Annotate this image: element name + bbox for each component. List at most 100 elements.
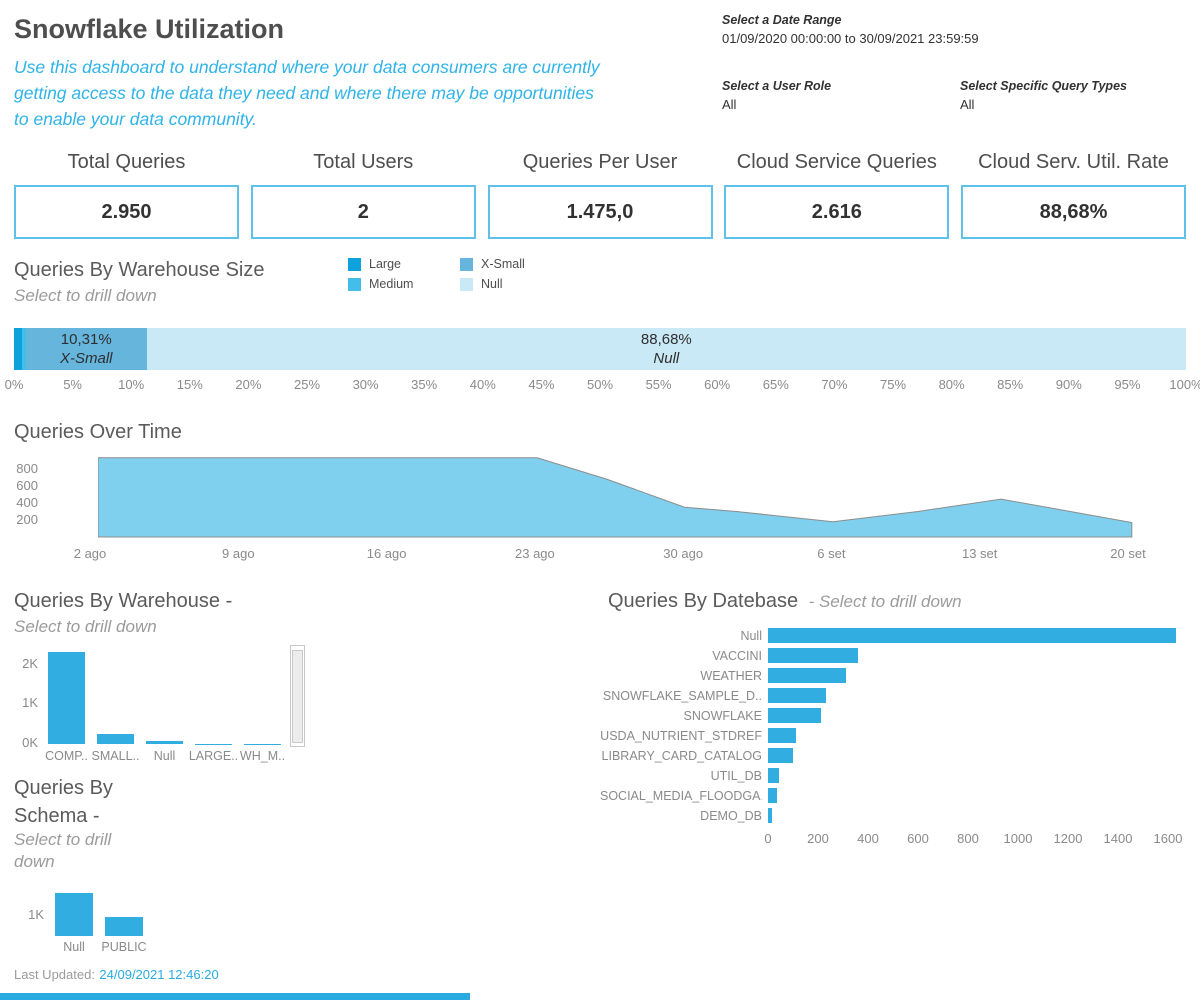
hbar-row-null: Null bbox=[600, 626, 1190, 646]
percent-axis-tick: 20% bbox=[235, 377, 262, 392]
warehouse-size-title: Queries By Warehouse Size bbox=[14, 259, 265, 281]
kpi-card-queries-per-user: Queries Per User 1.475,0 bbox=[487, 151, 713, 239]
hbar-bar-social-media-floodga[interactable] bbox=[768, 788, 777, 803]
x-tick-public: PUBLIC bbox=[101, 940, 147, 954]
legend-item-large[interactable]: Large bbox=[348, 256, 401, 272]
area-polygon[interactable] bbox=[97, 457, 1133, 538]
area-x-tick: 20 set bbox=[1110, 546, 1146, 561]
warehouse-size-stacked-bar[interactable]: 10,31% X-Small 88,68% Null bbox=[14, 328, 1186, 370]
percent-axis-tick: 55% bbox=[645, 377, 672, 392]
bar-segment-medium[interactable] bbox=[21, 328, 26, 370]
percent-axis-tick: 25% bbox=[293, 377, 321, 392]
bar-segment-large[interactable] bbox=[14, 328, 22, 370]
legend-label: X-Small bbox=[481, 257, 525, 271]
legend-item-null[interactable]: Null bbox=[460, 276, 503, 292]
hbar-label: SNOWFLAKE_SAMPLE_D.. bbox=[602, 689, 762, 703]
hbar-label: DEMO_DB bbox=[700, 809, 762, 823]
hbar-row-demo-db: DEMO_DB bbox=[600, 806, 1190, 826]
hbar-label: WEATHER bbox=[700, 669, 762, 683]
user-role-value[interactable]: All bbox=[722, 97, 737, 112]
hbar-label: VACCINI bbox=[712, 649, 762, 663]
area-y-tick: 600 bbox=[16, 477, 38, 493]
legend-item-x-small[interactable]: X-Small bbox=[460, 256, 525, 272]
last-updated: Last Updated: 24/09/2021 12:46:20 bbox=[14, 966, 219, 984]
bar-null[interactable] bbox=[55, 892, 93, 936]
percent-axis-tick: 40% bbox=[469, 377, 496, 392]
hbar-row-vaccini: VACCINI bbox=[600, 646, 1190, 666]
query-types-filter[interactable]: Select Specific Query Types All bbox=[960, 79, 1127, 112]
segment-value: 88,68% bbox=[640, 331, 692, 348]
schema-bar-chart bbox=[55, 884, 175, 936]
warehouse-scrollbar[interactable] bbox=[290, 645, 305, 747]
user-role-filter[interactable]: Select a User Role All bbox=[722, 79, 831, 112]
legend-swatch-x-small bbox=[460, 257, 473, 271]
hbar-bar-snowflake[interactable] bbox=[768, 708, 821, 723]
segment-name: Null bbox=[653, 350, 680, 367]
kpi-value-box: 2.950 bbox=[14, 185, 239, 239]
warehouse-title: Queries By Warehouse - bbox=[14, 590, 233, 612]
segment-value: 10,31% bbox=[60, 331, 112, 348]
bar-null[interactable] bbox=[146, 741, 183, 744]
hbar-row-weather: WEATHER bbox=[600, 666, 1190, 686]
kpi-value-box: 2.616 bbox=[724, 185, 950, 239]
area-series[interactable] bbox=[97, 451, 1136, 538]
over-time-area-chart[interactable] bbox=[97, 451, 1136, 538]
hbar-label: LIBRARY_CARD_CATALOG bbox=[601, 749, 762, 763]
bar-segment-null[interactable] bbox=[146, 328, 1186, 370]
segment-name: X-Small bbox=[59, 350, 113, 367]
query-types-value[interactable]: All bbox=[960, 97, 975, 112]
page-subtitle: Use this dashboard to understand where y… bbox=[14, 57, 600, 129]
percent-axis-tick: 80% bbox=[938, 377, 965, 392]
warehouse-scrollbar-thumb[interactable] bbox=[292, 650, 303, 743]
bar-comp[interactable] bbox=[48, 652, 85, 744]
bar-public[interactable] bbox=[105, 916, 143, 936]
x-tick-wh-m: WH_M.. bbox=[239, 749, 286, 763]
hbar-row-util-db: UTIL_DB bbox=[600, 766, 1190, 786]
user-role-label: Select a User Role bbox=[722, 79, 832, 93]
hbar-bar-util-db[interactable] bbox=[768, 768, 780, 783]
x-tick-null: Null bbox=[63, 940, 85, 954]
area-x-tick: 9 ago bbox=[222, 546, 255, 561]
legend-item-medium[interactable]: Medium bbox=[348, 276, 413, 292]
warehouse-subtitle: Select to drill down bbox=[14, 617, 157, 636]
hbar-bar-weather[interactable] bbox=[768, 668, 846, 683]
hbar-bar-snowflake-sample-d[interactable] bbox=[768, 688, 826, 703]
legend-swatch-large bbox=[348, 257, 361, 271]
hbar-bar-demo-db[interactable] bbox=[768, 808, 772, 823]
schema-title: Queries By Schema - bbox=[14, 777, 113, 827]
kpi-value: 2.950 bbox=[101, 200, 152, 223]
area-y-tick: 400 bbox=[16, 494, 38, 510]
hbar-bar-vaccini[interactable] bbox=[768, 648, 858, 663]
date-range-value[interactable]: 01/09/2020 00:00:00 to 30/09/2021 23:59:… bbox=[722, 31, 979, 46]
percent-axis-tick: 30% bbox=[352, 377, 379, 392]
kpi-label: Queries Per User bbox=[522, 151, 678, 173]
bar-small[interactable] bbox=[97, 733, 134, 744]
area-x-tick: 30 ago bbox=[663, 546, 704, 561]
hbar-label: USDA_NUTRIENT_STDREF bbox=[600, 729, 762, 743]
bottom-scrollbar[interactable] bbox=[0, 993, 470, 1000]
over-time-y-axis: 200 400 600 800 bbox=[0, 451, 46, 538]
hbar-label: Null bbox=[740, 629, 762, 643]
kpi-card-cloud-service-queries: Cloud Service Queries 2.616 bbox=[724, 151, 950, 239]
segment-label-x-small: 10,31% X-Small bbox=[60, 330, 113, 368]
bar-segment-x-small[interactable] bbox=[25, 328, 147, 370]
hbar-label: SOCIAL_MEDIA_FLOODGA.. bbox=[600, 789, 762, 803]
y-tick: 1K bbox=[28, 906, 44, 922]
hbar-bar-library-card-catalog[interactable] bbox=[768, 748, 793, 763]
page-title: Snowflake Utilization bbox=[14, 14, 285, 44]
legend-label: Null bbox=[481, 277, 503, 291]
over-time-x-axis: 2 ago 9 ago 16 ago 23 ago 30 ago 6 set 13 set 2… bbox=[0, 546, 1200, 562]
date-range-filter[interactable]: Select a Date Range 01/09/2020 00:00:00 … bbox=[722, 13, 979, 46]
legend-label: Large bbox=[369, 257, 401, 271]
area-y-tick: 200 bbox=[16, 512, 38, 527]
hbar-bar-usda-nutrient-stdref[interactable] bbox=[768, 728, 796, 743]
warehouse-y-axis: 0K 1K 2K bbox=[12, 646, 40, 750]
hbar-row-snowflake-sample-d: SNOWFLAKE_SAMPLE_D.. bbox=[600, 686, 1190, 706]
area-x-tick: 16 ago bbox=[366, 546, 407, 561]
area-y-tick: 800 bbox=[16, 460, 38, 476]
x-tick-large: LARGE.. bbox=[188, 749, 239, 763]
kpi-value-box: 88,68% bbox=[961, 185, 1186, 239]
warehouse-x-axis: COMP.. SMALL.. Null LARGE.. WH_M.. bbox=[45, 749, 296, 765]
percent-axis-tick: 75% bbox=[879, 377, 907, 392]
hbar-bar-null[interactable] bbox=[768, 628, 1176, 643]
